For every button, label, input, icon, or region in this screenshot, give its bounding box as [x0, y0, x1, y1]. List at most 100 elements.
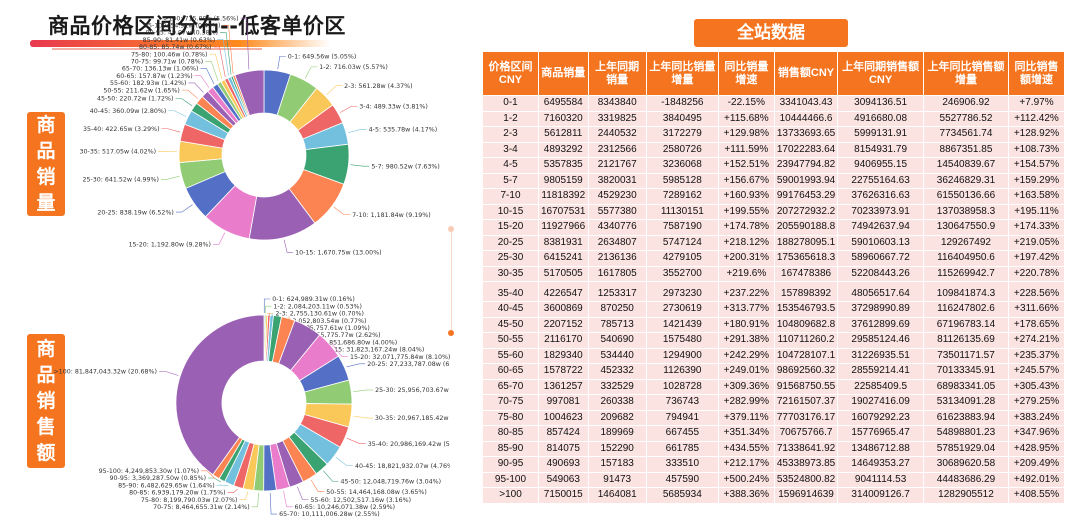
- table-cell: 5999131.91: [837, 126, 924, 143]
- donut-slice-label: >100: 81,847,043.32w (20.68%): [53, 368, 157, 375]
- table-title: 全站数据: [694, 19, 848, 47]
- table-cell: 3172279: [645, 126, 719, 143]
- table-cell: 175365618.3: [773, 250, 839, 267]
- table-cell: 22585409.5: [837, 379, 924, 395]
- table-cell: 19027416.09: [837, 394, 924, 411]
- donut-leader-line: [209, 53, 223, 80]
- table-cell: 7289162: [645, 188, 719, 205]
- donut-slice-label: 30-35: 517.05w (4.02%): [80, 148, 157, 155]
- donut-leader-line: [175, 204, 193, 213]
- table-cell: +154.57%: [1008, 157, 1065, 174]
- donut-slice-label: 0-1: 624,989.31w (0.16%): [272, 296, 355, 303]
- table-cell: 6415241: [538, 250, 589, 267]
- table-cell: 52208443.26: [837, 266, 924, 282]
- table-cell: 332529: [587, 379, 647, 395]
- donut-leader-line: [333, 206, 351, 216]
- table-cell: 61550136.66: [922, 188, 1010, 205]
- table-cell: 7160320: [538, 111, 589, 127]
- table-cell: 10444466.6: [773, 111, 839, 127]
- table-cell: 129267492: [922, 235, 1010, 251]
- table-cell: 58960667.72: [837, 250, 924, 267]
- table-cell: 785713: [587, 317, 647, 333]
- table-row: 85-90 814075 152290 661785 +434.55% 71338641.…: [482, 441, 1065, 457]
- table-cell: +218.12%: [717, 235, 775, 251]
- table-cell: +195.11%: [1008, 204, 1065, 220]
- donut-leader-line: [339, 105, 358, 113]
- table-header-cell: 同比销售额增速: [1008, 51, 1065, 96]
- table-cell: 50-55: [482, 332, 539, 349]
- donut-leader-line: [283, 239, 294, 253]
- table-row: 5-7 9805159 3820031 5985128 +156.67% 59001993…: [482, 173, 1065, 189]
- table-cell: 189969: [587, 425, 647, 442]
- table-header-row: 价格区间CNY 商品销量 上年同期销量 上年同比销量增量 同比销量增速 销售额CNY 上年同…: [482, 51, 1065, 96]
- table-cell: 1464081: [587, 487, 647, 504]
- table-cell: +197.42%: [1008, 250, 1065, 267]
- donut-leader-line: [220, 32, 232, 75]
- table-cell: +108.73%: [1008, 142, 1065, 158]
- table-cell: 116404950.6: [922, 250, 1010, 267]
- table-cell: 70233973.91: [837, 204, 924, 220]
- table-cell: +242.29%: [717, 348, 775, 364]
- table-cell: 91568750.55: [773, 379, 839, 395]
- table-cell: +156.67%: [717, 173, 775, 189]
- table-row: 35-40 4226547 1253317 2973230 +237.22% 157898…: [482, 281, 1065, 302]
- table-cell: 61623883.94: [922, 410, 1010, 426]
- table-cell: 736743: [645, 394, 719, 411]
- table-cell: 4279105: [645, 250, 719, 267]
- table-cell: +249.01%: [717, 363, 775, 380]
- table-cell: +128.92%: [1008, 126, 1065, 143]
- table-cell: 1578722: [538, 363, 589, 380]
- table-cell: +174.78%: [717, 219, 775, 236]
- side-label-sales-volume: 商品销量: [27, 112, 65, 216]
- table-cell: 260338: [587, 394, 647, 411]
- table-cell: 10-15: [482, 204, 539, 220]
- table-cell: 207272932.2: [773, 204, 839, 220]
- donut-leader-line: [181, 89, 198, 99]
- table-cell: 65-70: [482, 379, 539, 395]
- donut-slice-label: 85-90: 6,482,629.65w (1.64%): [118, 482, 215, 489]
- donut-leader-line: [239, 491, 249, 500]
- table-cell: +180.91%: [717, 317, 775, 333]
- table-cell: 3-4: [482, 142, 539, 158]
- donut-leader-line: [161, 128, 181, 133]
- donut-leader-line: [161, 175, 180, 180]
- table-cell: 90-95: [482, 456, 539, 473]
- donut-leader-line: [201, 470, 216, 479]
- table-cell: 3840495: [645, 111, 719, 127]
- table-row: 3-4 4893292 2312566 2580726 +111.59% 17022283…: [482, 142, 1065, 158]
- table-cell: +408.55%: [1008, 487, 1065, 504]
- table-row: 55-60 1829340 534440 1294900 +242.29% 1047281…: [482, 348, 1065, 364]
- table-cell: 54898801.23: [922, 425, 1010, 442]
- donut-slice-label: 75-80: 8,199,790.03w (2.07%): [141, 497, 238, 504]
- side-label-top-char-1: 品: [36, 140, 56, 162]
- table-cell: 57851929.04: [922, 441, 1010, 457]
- donut-leader-line: [227, 488, 238, 493]
- donut-charts: 0-1: 649.56w (5.05%) 1-2: 716.03w (5.57%)…: [53, 15, 450, 518]
- table-header-cell: 上年同比销售额增量: [922, 51, 1010, 96]
- table-cell: 110711260.2: [773, 332, 839, 349]
- table-cell: 2207152: [538, 317, 589, 333]
- table-cell: 2730619: [645, 301, 719, 318]
- table-cell: +228.56%: [1008, 281, 1065, 302]
- table-cell: +174.33%: [1008, 219, 1065, 236]
- donut-slice-label: 55-60: 12,502,517.16w (3.16%): [310, 497, 411, 504]
- table-cell: +219.05%: [1008, 235, 1065, 251]
- donut-chart-0: 0-1: 649.56w (5.05%) 1-2: 716.03w (5.57%)…: [80, 15, 440, 256]
- table-cell: 5527786.52: [922, 111, 1010, 127]
- donut-slice-label: 20-25: 27,233,787.08w (6.88%): [367, 361, 450, 368]
- donut-slice-label: 1-2: 716.03w (5.57%): [319, 64, 388, 71]
- table-cell: 37612899.69: [837, 317, 924, 333]
- table-cell: 116247802.6: [922, 301, 1010, 318]
- table-cell: 1-2: [482, 111, 539, 127]
- table-cell: +115.68%: [717, 111, 775, 127]
- table-row: 75-80 1004623 209682 794941 +379.11% 77703176…: [482, 410, 1065, 426]
- table-cell: 8867351.85: [922, 142, 1010, 158]
- table-cell: +219.6%: [717, 266, 775, 282]
- table-cell: 5985128: [645, 173, 719, 189]
- donut-slice-label: 10-15: 1,670.75w (13.00%): [295, 249, 382, 256]
- table-cell: 5612811: [538, 126, 589, 143]
- donut-slice-label: 2-3: 561.28w (4.37%): [344, 83, 413, 90]
- donut-slice-label: 3-4: 489.33w (3.81%): [359, 103, 428, 110]
- table-cell: 70-75: [482, 394, 539, 411]
- table-cell: 4340776: [587, 219, 647, 236]
